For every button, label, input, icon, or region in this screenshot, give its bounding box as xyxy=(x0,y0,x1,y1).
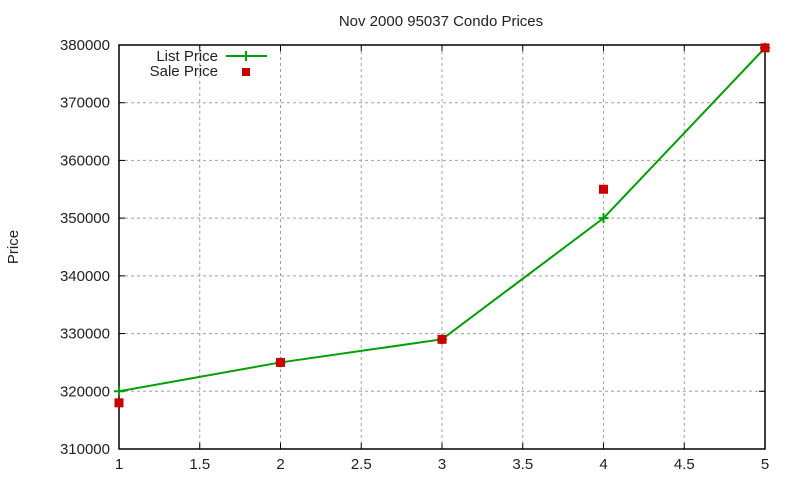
x-tick-label: 1.5 xyxy=(189,456,210,473)
y-tick-label: 320000 xyxy=(60,383,110,400)
y-tick-label: 330000 xyxy=(60,326,110,343)
y-axis-label: Price xyxy=(5,230,22,264)
plus-marker-icon xyxy=(114,386,124,397)
x-tick-label: 5 xyxy=(761,456,769,473)
x-tick-label: 2 xyxy=(276,456,284,473)
square-marker-icon xyxy=(114,398,124,408)
x-axis-ticks: 1 1.5 2 2.5 3 3.5 4 4.5 5 xyxy=(115,45,769,473)
y-tick-label: 360000 xyxy=(60,152,110,169)
y-tick-label: 370000 xyxy=(60,95,110,112)
y-tick-label: 380000 xyxy=(60,37,110,54)
plus-marker-icon xyxy=(598,213,609,224)
data-series xyxy=(114,42,770,408)
grid-lines xyxy=(119,45,765,449)
legend-label-list-price: List Price xyxy=(156,48,218,65)
x-tick-label: 1 xyxy=(115,456,123,473)
square-marker-icon xyxy=(276,357,285,367)
square-marker-icon xyxy=(599,184,608,194)
y-axis-ticks: 310000 320000 330000 340000 350000 360000 3700… xyxy=(60,37,765,458)
x-tick-label: 4.5 xyxy=(674,456,695,473)
x-tick-label: 3.5 xyxy=(512,456,533,473)
chart-title: Nov 2000 95037 Condo Prices xyxy=(339,13,543,30)
x-tick-label: 4 xyxy=(599,456,607,473)
legend-square-icon xyxy=(242,68,250,76)
y-tick-label: 340000 xyxy=(60,268,110,285)
square-marker-icon xyxy=(760,43,770,53)
y-tick-label: 350000 xyxy=(60,210,110,227)
plot-border xyxy=(118,44,766,450)
x-tick-label: 3 xyxy=(438,456,446,473)
x-tick-label: 2.5 xyxy=(351,456,372,473)
y-tick-label: 310000 xyxy=(60,441,110,458)
legend-label-sale-price: Sale Price xyxy=(150,63,218,80)
legend: List Price Sale Price xyxy=(150,48,267,80)
square-marker-icon xyxy=(437,334,447,344)
